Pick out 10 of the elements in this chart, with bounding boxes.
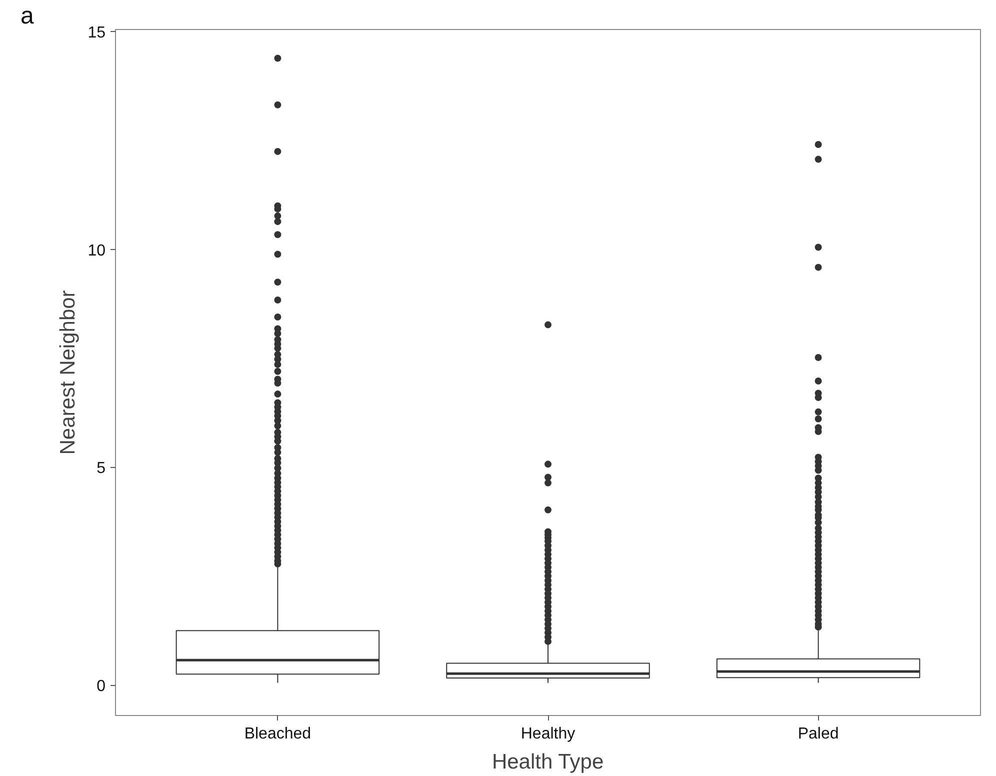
y-tick-label: 15 [88, 24, 106, 42]
x-tick-label: Bleached [244, 726, 312, 742]
y-tick-label: 0 [96, 678, 106, 696]
text: a [20, 2, 34, 30]
x-tick-label: Healthy [520, 726, 576, 742]
y-axis-title: Nearest Neighbor [56, 290, 80, 455]
x-axis-title: Health Type [492, 750, 604, 774]
y-tick-label: 5 [96, 460, 106, 478]
y-tick-label: 10 [88, 242, 106, 260]
x-tick-label: Paled [798, 726, 839, 742]
